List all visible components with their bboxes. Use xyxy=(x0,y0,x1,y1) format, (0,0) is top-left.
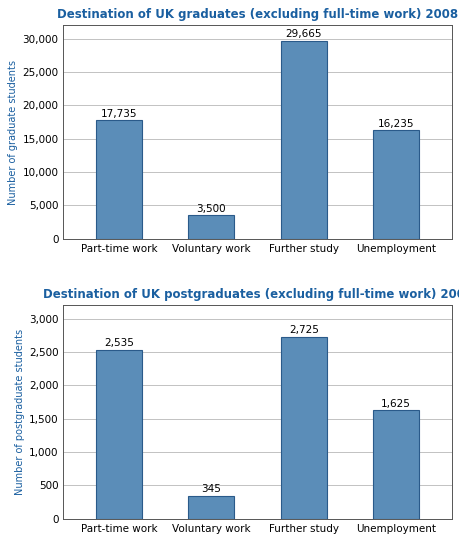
Title: Destination of UK graduates (excluding full-time work) 2008: Destination of UK graduates (excluding f… xyxy=(57,8,457,21)
Y-axis label: Number of graduate students: Number of graduate students xyxy=(8,60,18,204)
Title: Destination of UK postgraduates (excluding full-time work) 2008: Destination of UK postgraduates (excludi… xyxy=(42,288,459,301)
Bar xyxy=(372,410,419,519)
Bar xyxy=(188,215,234,239)
Text: 2,535: 2,535 xyxy=(104,338,134,348)
Bar xyxy=(95,350,142,519)
Text: 2,725: 2,725 xyxy=(288,325,318,335)
Bar xyxy=(95,120,142,239)
Bar xyxy=(372,131,419,239)
Y-axis label: Number of postgraduate students: Number of postgraduate students xyxy=(15,329,25,495)
Bar xyxy=(188,496,234,519)
Text: 16,235: 16,235 xyxy=(377,119,414,129)
Text: 345: 345 xyxy=(201,484,221,494)
Text: 29,665: 29,665 xyxy=(285,29,321,39)
Text: 17,735: 17,735 xyxy=(101,109,137,119)
Text: 3,500: 3,500 xyxy=(196,204,226,214)
Bar xyxy=(280,337,326,519)
Bar xyxy=(280,41,326,239)
Text: 1,625: 1,625 xyxy=(381,399,410,409)
